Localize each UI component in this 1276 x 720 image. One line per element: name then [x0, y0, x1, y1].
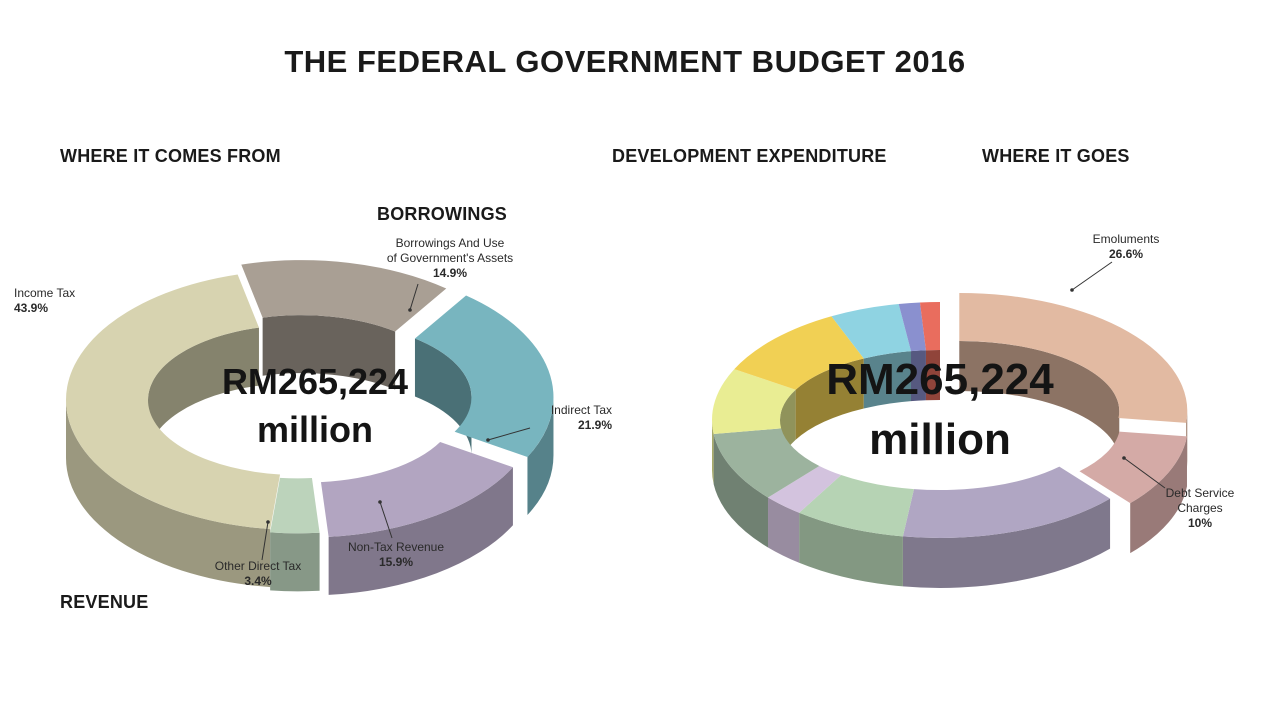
donut-slice-segment-8	[734, 316, 864, 390]
donut-inner-emoluments	[959, 340, 1120, 461]
slice-label-non-tax-revenue: Non-Tax Revenue 15.9%	[336, 540, 456, 570]
slice-label-indirect-tax: Indirect Tax 21.9%	[532, 403, 612, 433]
slice-name-other-direct-tax: Other Direct Tax	[214, 559, 302, 573]
donut-slice-segment-11	[919, 302, 940, 351]
leader-emoluments	[1071, 261, 1113, 291]
slice-value-emoluments: 26.6%	[1108, 247, 1144, 261]
donut-slice-segment-7	[711, 369, 796, 435]
slice-value-indirect-tax: 21.9%	[577, 418, 612, 432]
slice-name-non-tax-revenue: Non-Tax Revenue	[347, 540, 445, 554]
revenue-header-where-it-comes-from: WHERE IT COMES FROM	[60, 146, 281, 166]
leader-other-direct-tax	[261, 521, 269, 561]
slice-value-borrowings: 14.9%	[432, 266, 468, 280]
donut-slice-debt-service-charges	[1079, 431, 1187, 504]
leader-borrowings	[409, 283, 419, 311]
expenditure-center-total: RM265,224 million	[790, 350, 1090, 470]
donut-slice-segment-5	[768, 465, 842, 513]
donut-slice-segment-9	[831, 303, 912, 359]
leader-debt-service-dot	[1122, 456, 1126, 460]
slice-name-borrowings-line1: Borrowings And Use	[395, 236, 505, 250]
expenditure-center-amount: RM265,224	[826, 355, 1054, 404]
donut-side-debt-service-charges	[1130, 436, 1187, 554]
donut-side-segment-4	[799, 512, 903, 587]
slice-name-borrowings-line2: of Government's Assets	[386, 251, 514, 265]
slice-value-debt-service: 10%	[1187, 516, 1213, 530]
donut-inner-income-tax	[148, 327, 259, 458]
where-it-goes-header: WHERE IT GOES	[982, 146, 1130, 166]
slice-name-emoluments: Emoluments	[1092, 232, 1160, 246]
slice-label-other-direct-tax: Other Direct Tax 3.4%	[198, 559, 318, 589]
donut-side-segment-6	[713, 434, 769, 548]
slice-value-non-tax-revenue: 15.9%	[378, 555, 414, 569]
slice-name-debt-service-line1: Debt Service	[1165, 486, 1235, 500]
expenditure-center-unit: million	[869, 415, 1011, 464]
slice-name-indirect-tax: Indirect Tax	[550, 403, 612, 417]
donut-side-indirect-tax	[527, 397, 554, 516]
donut-inner-segment-8	[795, 358, 864, 440]
page-title: THE FEDERAL GOVERNMENT BUDGET 2016	[284, 44, 966, 79]
leader-non-tax-revenue	[379, 501, 393, 539]
slice-label-borrowings: Borrowings And Use of Government's Asset…	[370, 236, 530, 281]
leader-debt-service	[1123, 457, 1166, 489]
donut-side-segment-7	[712, 420, 714, 485]
donut-inner-indirect-tax	[414, 338, 472, 456]
slice-value-other-direct-tax: 3.4%	[244, 574, 272, 588]
leader-non-tax-revenue-dot	[378, 500, 382, 504]
leader-indirect-tax	[487, 427, 531, 441]
revenue-center-total: RM265,224 million	[190, 358, 440, 454]
revenue-center-unit: million	[257, 409, 373, 450]
revenue-center-amount: RM265,224	[221, 361, 409, 402]
donut-side-non-tax-revenue	[328, 467, 513, 595]
donut-slice-segment-4	[799, 475, 914, 537]
donut-slice-segment-6	[713, 428, 820, 498]
slice-name-income-tax: Income Tax	[14, 286, 76, 300]
leader-other-direct-tax-dot	[266, 520, 270, 524]
donut-slice-borrowings-and-use-of-government-s-assets	[241, 260, 447, 332]
slice-name-debt-service-line2: Charges	[1177, 501, 1223, 515]
donut-inner-segment-10	[911, 350, 926, 402]
leader-emoluments-dot	[1070, 288, 1074, 292]
slice-value-income-tax: 43.9%	[14, 301, 49, 315]
slice-label-debt-service: Debt Service Charges 10%	[1150, 486, 1250, 531]
borrowings-header: BORROWINGS	[377, 204, 507, 224]
leader-borrowings-dot	[408, 308, 412, 312]
donut-slice-income-tax	[66, 274, 281, 530]
donut-side-segment-5	[768, 497, 800, 563]
donut-slice-indirect-tax	[414, 295, 554, 458]
donut-slice-non-tax-revenue	[320, 441, 513, 537]
donut-slice-emoluments	[959, 292, 1188, 423]
slice-label-emoluments: Emoluments 26.6%	[1066, 232, 1186, 262]
revenue-footer-label: REVENUE	[60, 592, 149, 612]
donut-slice-other-direct-tax	[270, 477, 320, 534]
donut-inner-segment-11	[925, 350, 940, 401]
development-expenditure-header: DEVELOPMENT EXPENDITURE	[612, 146, 887, 166]
donut-inner-borrowings-and-use-of-government-s-assets	[262, 315, 396, 390]
donut-slice-segment-10	[898, 302, 926, 352]
slice-label-income-tax: Income Tax 43.9%	[14, 286, 75, 316]
donut-slice-segment-3	[902, 466, 1111, 538]
donut-inner-segment-9	[863, 351, 912, 409]
leader-indirect-tax-dot	[486, 438, 490, 442]
donut-side-segment-3	[902, 498, 1111, 588]
donut-side-income-tax	[66, 400, 271, 588]
donut-side-other-direct-tax	[270, 532, 320, 592]
